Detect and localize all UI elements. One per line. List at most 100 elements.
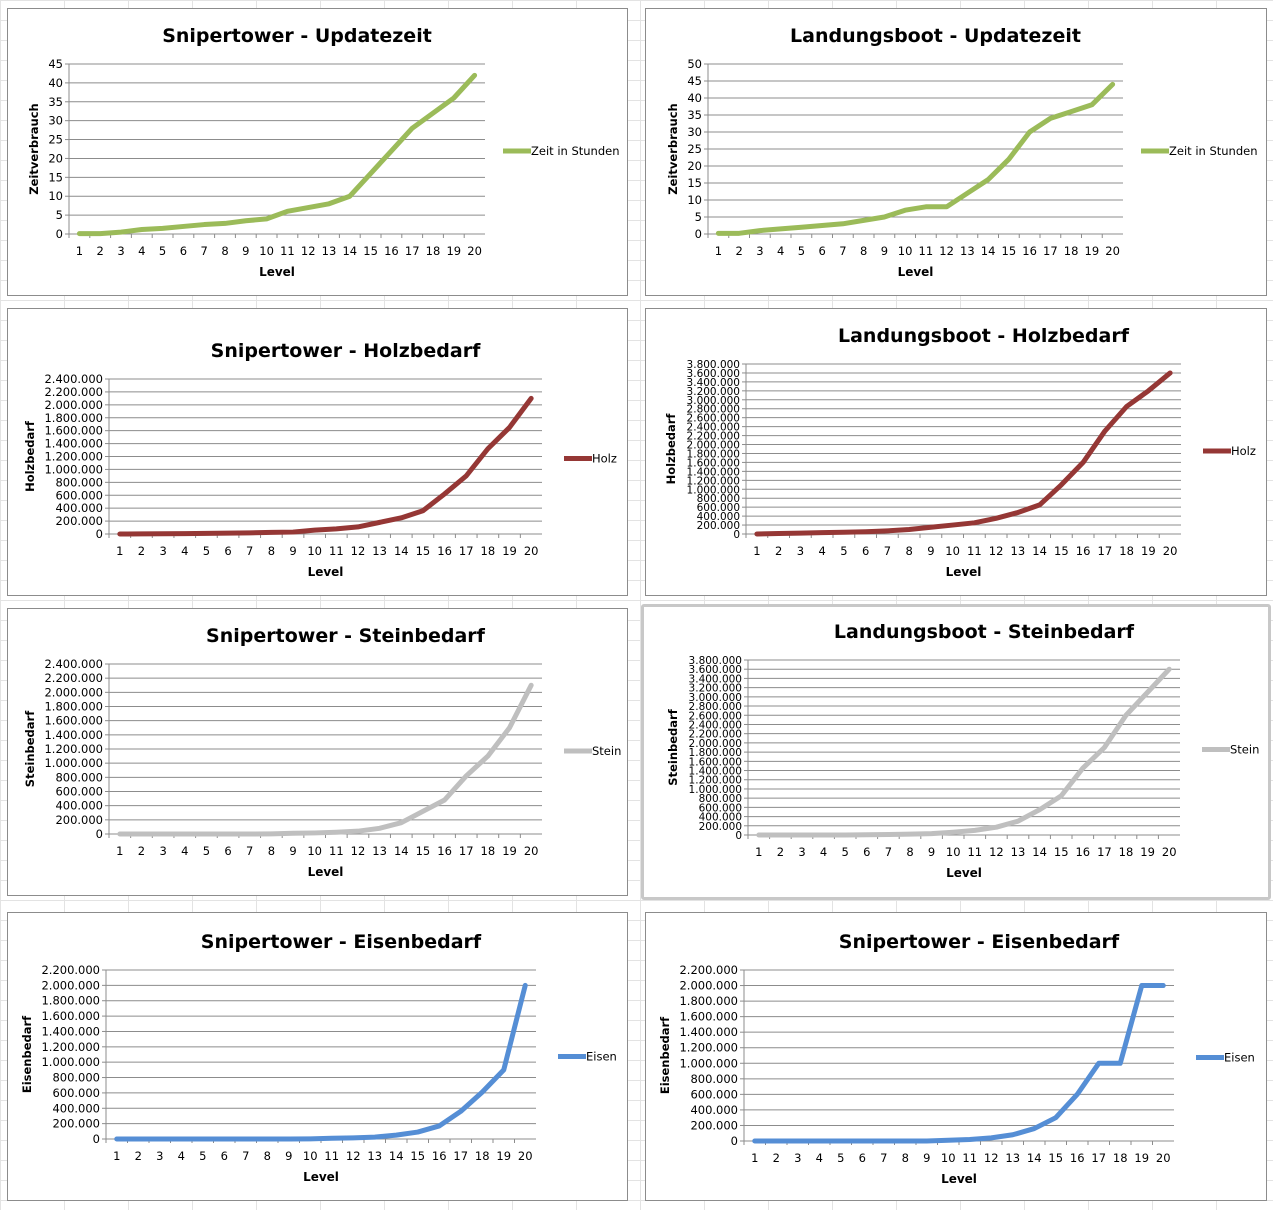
x-tick-label: 17	[1091, 1151, 1106, 1165]
x-tick-label: 10	[898, 244, 913, 258]
x-tick-label: 5	[837, 1151, 844, 1165]
x-tick-label: 10	[945, 544, 960, 558]
y-tick-label: 800.000	[55, 475, 103, 489]
x-tick-label: 1	[751, 1151, 758, 1165]
y-tick-label: 1.200.000	[687, 475, 740, 487]
chart-panel[interactable]: Snipertower - Eisenbedarf 0 200.000 400.000…	[7, 912, 628, 1201]
chart-panel[interactable]: Snipertower - Steinbedarf 0 200.000 400.000…	[7, 608, 628, 896]
x-tick-label: 17	[1098, 544, 1113, 558]
y-tick-label: 1.400.000	[679, 1025, 738, 1039]
x-tick-label: 16	[437, 544, 452, 558]
y-tick-label: 600.000	[699, 802, 742, 814]
x-tick-label: 7	[242, 1149, 249, 1163]
x-tick-label: 17	[459, 844, 474, 858]
x-tick-label: 17	[459, 544, 474, 558]
y-tick-label: 2.800.000	[689, 701, 742, 713]
y-tick-label: 3.400.000	[687, 377, 740, 389]
legend-label: Eisen	[1224, 1051, 1255, 1065]
y-tick-label: 2.200.000	[44, 671, 103, 685]
chart-panel[interactable]: Snipertower - Eisenbedarf 0 200.000 400.000…	[645, 912, 1267, 1201]
x-tick-label: 2	[735, 244, 742, 258]
y-tick-label: 1.200.000	[44, 742, 103, 756]
x-tick-label: 20	[524, 844, 539, 858]
y-tick-label: 3.800.000	[689, 655, 742, 667]
chart-title: Landungsboot - Holzbedarf	[838, 325, 1130, 347]
x-tick-label: 16	[1076, 544, 1091, 558]
x-tick-label: 13	[372, 544, 387, 558]
y-tick-label: 800.000	[690, 1072, 738, 1086]
x-tick-label: 19	[502, 544, 517, 558]
legend-label: Holz	[592, 452, 617, 466]
y-tick-label: 2.200.000	[41, 963, 100, 977]
x-tick-label: 13	[1005, 1151, 1020, 1165]
x-axis-label: Level	[898, 265, 934, 279]
y-tick-label: 2.200.000	[689, 729, 742, 741]
x-axis-label: Level	[946, 866, 982, 880]
y-tick-label: 1.800.000	[679, 994, 738, 1008]
series-line	[117, 395, 534, 537]
x-tick-label: 9	[928, 845, 935, 859]
y-tick-label: 2.200.000	[44, 385, 103, 399]
x-axis-label: Level	[259, 265, 295, 279]
x-tick-label: 16	[432, 1149, 447, 1163]
chart-panel[interactable]: Landungsboot - Updatezeit 0 5 10 15 20 25 30 35 4…	[645, 8, 1267, 296]
x-tick-label: 5	[199, 1149, 206, 1163]
x-tick-label: 15	[363, 244, 378, 258]
x-tick-label: 20	[1105, 244, 1120, 258]
chart-panel[interactable]: Snipertower - Holzbedarf 0 200.000 400.000 6…	[7, 308, 628, 596]
y-tick-label: 2.200.000	[679, 963, 738, 977]
x-tick-label: 19	[1141, 544, 1156, 558]
y-tick-label: 2.000.000	[41, 978, 100, 992]
y-tick-label: 45	[687, 74, 702, 88]
chart-panel[interactable]: Landungsboot - Steinbedarf 0 200.000 400.00…	[641, 604, 1271, 900]
x-tick-label: 2	[777, 845, 784, 859]
y-tick-label: 0	[96, 527, 103, 541]
legend-label: Stein	[592, 744, 621, 758]
x-tick-label: 19	[502, 844, 517, 858]
chart-title: Landungsboot - Updatezeit	[790, 25, 1081, 47]
x-tick-label: 2	[775, 544, 782, 558]
x-tick-label: 15	[1054, 845, 1069, 859]
y-tick-label: 200.000	[690, 1118, 738, 1132]
x-tick-label: 4	[777, 244, 784, 258]
x-tick-label: 16	[1070, 1151, 1085, 1165]
x-tick-label: 8	[902, 1151, 909, 1165]
y-tick-label: 1.400.000	[689, 766, 742, 778]
x-tick-label: 2	[138, 844, 145, 858]
x-tick-label: 4	[816, 1151, 823, 1165]
y-tick-label: 200.000	[697, 520, 740, 532]
x-tick-label: 6	[221, 1149, 228, 1163]
x-tick-label: 13	[1011, 544, 1026, 558]
y-tick-label: 0	[731, 1134, 738, 1148]
x-tick-label: 14	[394, 544, 409, 558]
y-tick-label: 1.600.000	[41, 1009, 100, 1023]
y-tick-label: 20	[48, 151, 63, 165]
y-tick-label: 200.000	[699, 821, 742, 833]
legend-label: Stein	[1230, 743, 1259, 757]
y-tick-label: 35	[48, 95, 63, 109]
x-tick-label: 13	[322, 244, 337, 258]
x-tick-label: 12	[351, 844, 366, 858]
y-tick-label: 10	[48, 189, 63, 203]
x-tick-label: 6	[818, 244, 825, 258]
x-tick-label: 13	[1011, 845, 1026, 859]
x-tick-label: 10	[303, 1149, 318, 1163]
x-tick-label: 10	[307, 544, 322, 558]
chart-panel[interactable]: Landungsboot - Holzbedarf 0 200.000 400.000…	[645, 308, 1267, 596]
series-line	[756, 666, 1172, 838]
chart-panel[interactable]: Snipertower - Updatezeit 0 5 10 15 20 25 30 35 40…	[7, 8, 628, 296]
x-tick-label: 14	[394, 844, 409, 858]
y-tick-label: 3.000.000	[687, 395, 740, 407]
y-tick-label: 200.000	[55, 813, 103, 827]
x-tick-label: 14	[1032, 845, 1047, 859]
x-tick-label: 18	[481, 544, 496, 558]
y-tick-label: 1.600.000	[44, 424, 103, 438]
x-tick-label: 3	[798, 845, 805, 859]
y-axis-label: Zeitverbrauch	[27, 103, 41, 194]
x-tick-label: 17	[1043, 244, 1058, 258]
x-tick-label: 1	[755, 845, 762, 859]
y-tick-label: 2.800.000	[687, 404, 740, 416]
chart-svg: Landungsboot - Updatezeit051015202530354…	[666, 25, 1258, 279]
x-tick-label: 17	[405, 244, 420, 258]
x-tick-label: 12	[301, 244, 316, 258]
